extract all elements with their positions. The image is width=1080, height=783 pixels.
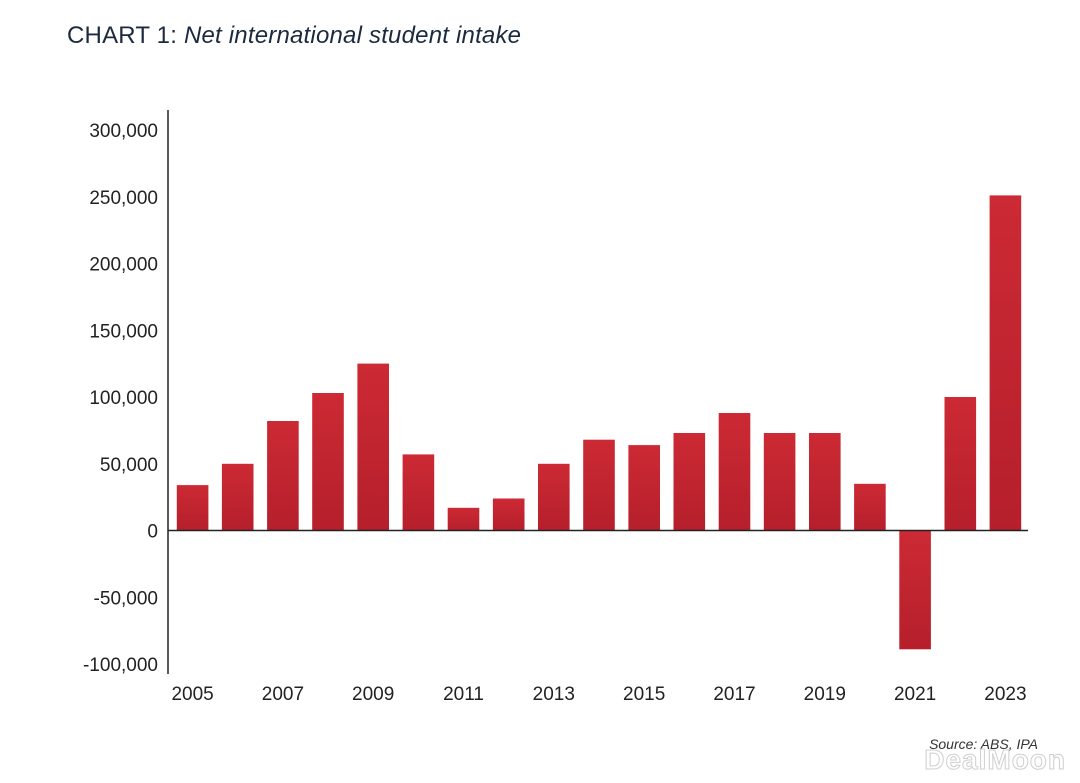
bar-2010 [402,454,435,531]
x-tick-label: 2007 [262,684,304,705]
bar-2022 [944,397,977,531]
bar-2018 [763,433,796,531]
x-tick-label: 2005 [171,684,213,705]
bar-2011 [447,507,480,531]
watermark-logo: DealMoon [924,744,1066,776]
bar-2012 [492,498,525,531]
y-tick-label: 150,000 [89,321,158,342]
x-tick-labels: 2005 2007 2009 2011 2013 2015 2017 2019 2021 2023 [171,684,1026,705]
source-note: Source: ABS, IPA [929,736,1038,752]
bar-2019 [809,433,841,531]
bar-2017 [718,413,751,531]
x-tick-label: 2011 [443,684,484,705]
y-tick-label: 50,000 [100,455,158,476]
chart-title-main: Net international student intake [183,22,522,49]
bar-2015 [628,445,660,531]
bar-2016 [673,433,706,531]
chart-title: CHART 1: Net international student intak… [67,22,521,50]
x-tick-label: 2017 [713,684,755,705]
y-tick-label: -100,000 [83,655,158,676]
chart-title-prefix: CHART 1: [67,22,184,49]
y-tick-label: 250,000 [89,188,158,209]
y-tick-labels: 300,000 250,000 200,000 150,000 100,000 50,00… [83,121,158,676]
bar-2005 [176,485,209,531]
x-tick-label: 2015 [623,684,665,705]
x-tick-label: 2023 [984,684,1026,705]
bar-2020 [854,483,886,531]
x-tick-label: 2009 [352,684,394,705]
bar-2013 [538,463,570,531]
y-tick-label: 100,000 [89,388,158,409]
bar-2007 [267,421,299,531]
bar-2014 [583,439,615,531]
x-tick-label: 2013 [533,684,575,705]
x-tick-label: 2021 [894,684,936,705]
x-tick-label: 2019 [804,684,846,705]
y-tick-label: -50,000 [94,588,158,609]
bar-2009 [357,363,389,531]
bar-2006 [221,463,254,531]
bar-2021 [899,530,931,650]
bar-2008 [312,393,344,531]
bars-group [176,195,1022,650]
y-tick-label: 200,000 [89,255,158,276]
y-tick-label: 300,000 [89,121,158,142]
y-tick-label: 0 [147,522,158,543]
bar-2023 [989,195,1022,531]
